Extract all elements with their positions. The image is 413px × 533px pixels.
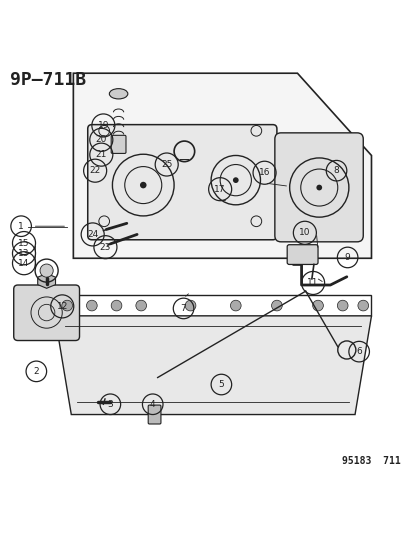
Text: 20: 20 <box>95 135 107 144</box>
Text: 24: 24 <box>87 230 98 239</box>
Text: 3: 3 <box>107 400 113 409</box>
Text: 21: 21 <box>95 150 107 159</box>
Circle shape <box>357 300 368 311</box>
Text: 10: 10 <box>299 228 310 237</box>
Text: 2: 2 <box>33 367 39 376</box>
FancyBboxPatch shape <box>111 135 126 154</box>
FancyBboxPatch shape <box>14 285 79 341</box>
Circle shape <box>233 177 238 183</box>
Polygon shape <box>55 316 370 415</box>
Circle shape <box>271 300 282 311</box>
Text: 17: 17 <box>214 185 225 193</box>
Circle shape <box>337 300 347 311</box>
Text: 16: 16 <box>258 168 270 177</box>
Text: 15: 15 <box>18 239 30 247</box>
Text: 4: 4 <box>150 400 155 409</box>
Circle shape <box>312 300 323 311</box>
FancyBboxPatch shape <box>148 405 161 424</box>
Text: 9: 9 <box>344 253 350 262</box>
Circle shape <box>111 300 121 311</box>
Polygon shape <box>38 273 55 288</box>
Text: 12: 12 <box>57 302 68 311</box>
Text: 5: 5 <box>218 380 224 389</box>
Circle shape <box>185 300 195 311</box>
Circle shape <box>40 264 53 277</box>
Text: 8: 8 <box>333 166 339 175</box>
Polygon shape <box>73 73 370 259</box>
Circle shape <box>140 182 146 188</box>
FancyBboxPatch shape <box>88 125 276 240</box>
Circle shape <box>86 300 97 311</box>
Circle shape <box>62 300 72 311</box>
Text: 23: 23 <box>100 243 111 252</box>
Text: 9P–711B: 9P–711B <box>9 71 85 89</box>
Circle shape <box>135 300 146 311</box>
Text: 11: 11 <box>306 278 318 287</box>
Circle shape <box>316 184 321 190</box>
Text: 6: 6 <box>356 347 361 356</box>
FancyBboxPatch shape <box>287 245 317 264</box>
Ellipse shape <box>109 88 128 99</box>
Text: 1: 1 <box>18 222 24 231</box>
Text: 13: 13 <box>18 249 30 258</box>
Text: 14: 14 <box>18 259 30 268</box>
Text: 19: 19 <box>97 121 109 130</box>
Text: 95183  711: 95183 711 <box>341 456 399 466</box>
Text: 25: 25 <box>161 160 172 169</box>
Circle shape <box>230 300 240 311</box>
Text: 7: 7 <box>180 304 186 313</box>
Text: 22: 22 <box>89 166 100 175</box>
FancyBboxPatch shape <box>274 133 362 242</box>
